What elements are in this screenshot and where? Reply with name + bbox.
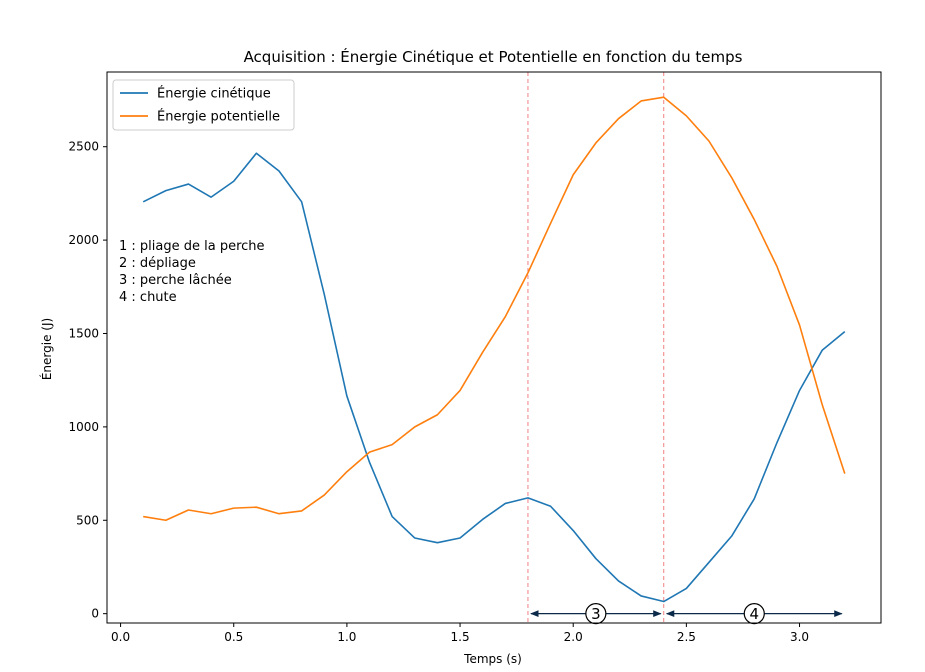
chart-title: Acquisition : Énergie Cinétique et Poten… xyxy=(244,47,743,66)
plot-area: 0.0 0.5 1.0 1.5 2.0 2.5 3.0 0 500 1000 1500 2000 250… xyxy=(68,71,882,644)
plot-frame xyxy=(106,71,882,624)
phase-marker-label: 3 xyxy=(591,605,601,623)
series-group xyxy=(142,96,846,603)
y-axis-label: Énergie (J) xyxy=(39,318,54,380)
x-tick-label: 1.5 xyxy=(451,630,470,644)
x-tick-label: 1.0 xyxy=(337,630,356,644)
x-tick-label: 3.0 xyxy=(790,630,809,644)
y-tick-label: 2000 xyxy=(68,233,99,247)
x-axis-label: Temps (s) xyxy=(463,652,522,666)
y-tick-label: 1000 xyxy=(68,420,99,434)
legend-box xyxy=(112,79,295,131)
y-tick-label: 500 xyxy=(76,513,99,527)
x-tick-label: 0.5 xyxy=(224,630,243,644)
y-tick-label: 0 xyxy=(91,607,99,621)
legend: Énergie cinétique Énergie potentielle xyxy=(112,79,295,131)
phase-marker-circle xyxy=(585,603,607,625)
x-tick-label: 2.5 xyxy=(677,630,696,644)
annotation-line: 1 : pliage de la perche xyxy=(119,239,265,254)
series-line-potential xyxy=(143,96,846,522)
series-line-kinetic xyxy=(142,152,846,603)
legend-label: Énergie cinétique xyxy=(157,86,271,102)
y-tick-label: 2500 xyxy=(68,140,99,154)
annotation-line: 4 : chute xyxy=(119,290,177,305)
legend-label: Énergie potentielle xyxy=(157,109,280,125)
x-tick-label: 0.0 xyxy=(111,630,130,644)
x-tick-label: 2.0 xyxy=(564,630,583,644)
phase-marker-circle xyxy=(743,603,765,625)
phase-marker-label: 4 xyxy=(749,605,759,623)
annotation-line: 2 : dépliage xyxy=(119,256,196,271)
y-tick-label: 1500 xyxy=(68,326,99,340)
annotation-line: 3 : perche lâchée xyxy=(119,273,232,288)
